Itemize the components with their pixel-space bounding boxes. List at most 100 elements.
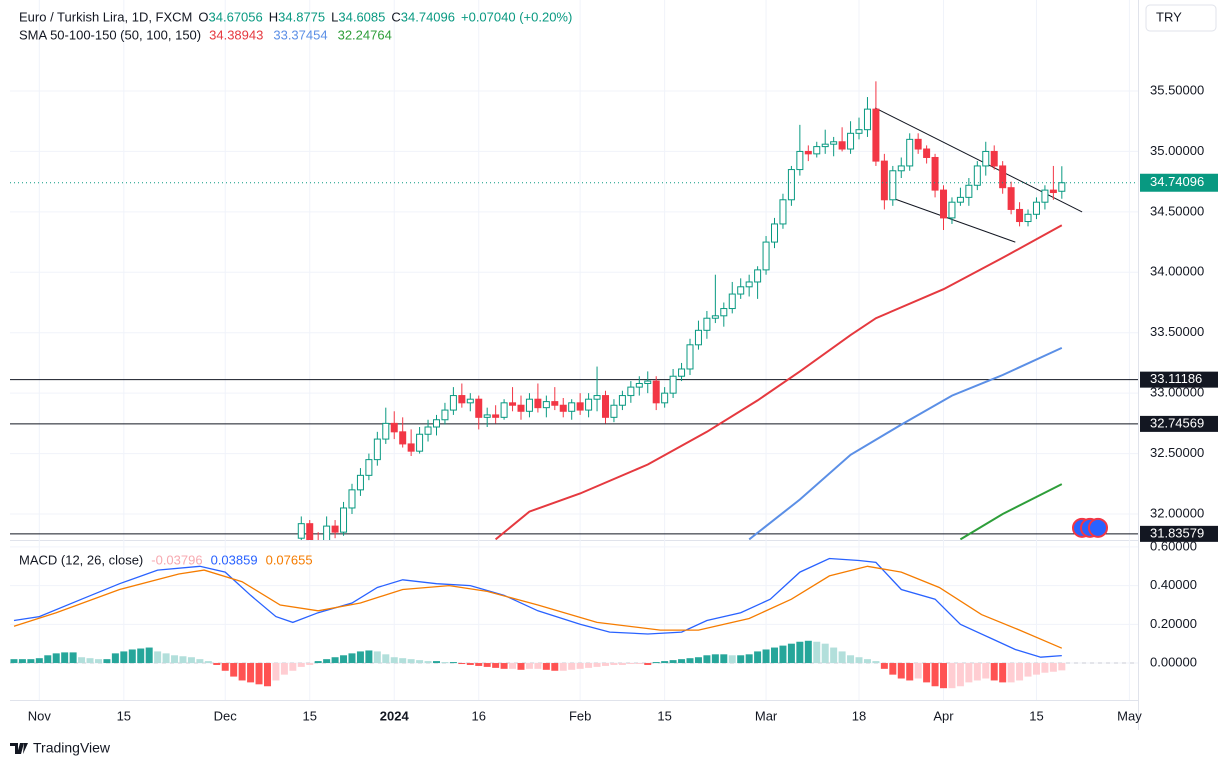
x-tick-label: 15	[303, 708, 317, 723]
histogram-bar	[247, 663, 255, 683]
level-label: 31.83579	[1150, 525, 1204, 540]
candle-body	[492, 414, 500, 418]
candle-body	[804, 150, 812, 155]
candle-body	[779, 199, 787, 225]
currency[interactable]: TRY	[1156, 9, 1182, 24]
candle-body	[1016, 208, 1024, 223]
candle-body	[678, 368, 686, 377]
candle-body	[542, 401, 550, 409]
candle-body	[999, 165, 1007, 189]
x-tick-label: Apr	[933, 708, 954, 723]
histogram-bar	[534, 663, 542, 669]
candle-body	[711, 315, 719, 319]
histogram-bar	[1016, 663, 1024, 681]
x-tick-label: 2024	[380, 708, 410, 723]
candle-body	[576, 402, 584, 411]
histogram-bar	[923, 663, 931, 683]
histogram-bar	[694, 657, 702, 664]
histogram-bar	[483, 663, 491, 667]
histogram-bar	[973, 663, 981, 681]
histogram-bar	[990, 663, 998, 681]
candle-body	[720, 308, 728, 317]
candle-body	[762, 241, 770, 271]
candle-body	[525, 398, 533, 412]
candle-body	[1058, 182, 1066, 192]
legend-text: L	[331, 9, 338, 24]
histogram-bar	[745, 654, 753, 664]
y-tick-label: 0.40000	[1150, 577, 1197, 592]
sma-line	[748, 346, 1063, 540]
tradingview-logo: TradingView	[10, 740, 111, 756]
candle-body	[745, 281, 753, 288]
currency-button[interactable]	[1145, 4, 1217, 32]
histogram-bar	[154, 651, 162, 664]
histogram-bar	[424, 661, 432, 664]
histogram-bar	[331, 657, 339, 664]
legend-text: 34.67056	[209, 9, 263, 24]
histogram-bar	[365, 650, 373, 664]
x-tick-label: Dec	[214, 708, 238, 723]
histogram-bar	[348, 653, 356, 664]
histogram-bar	[204, 661, 212, 664]
candle-body	[830, 141, 838, 145]
last-price-label: 34.74096	[1150, 174, 1204, 189]
y-tick-label: 34.50000	[1150, 203, 1204, 218]
histogram-bar	[458, 663, 466, 665]
legend-text: 34.6085	[338, 9, 385, 24]
histogram-bar	[813, 641, 821, 664]
y-tick-label: 33.00000	[1150, 385, 1204, 400]
histogram-bar	[390, 657, 398, 664]
histogram-bar	[44, 655, 52, 664]
histogram-bar	[779, 645, 787, 664]
histogram-bar	[280, 663, 288, 675]
histogram-bar	[289, 663, 297, 671]
histogram-bar	[914, 663, 922, 679]
x-tick-label: Nov	[28, 708, 52, 723]
histogram-bar	[576, 663, 584, 669]
histogram-bar	[559, 663, 567, 671]
histogram-bar	[356, 651, 364, 664]
level-label-bg	[1140, 371, 1218, 388]
histogram-bar	[880, 663, 888, 669]
candle-body	[551, 401, 559, 406]
histogram-bar	[230, 663, 238, 677]
legend-text: 34.74096	[401, 9, 455, 24]
candle-body	[517, 404, 525, 412]
histogram-bar	[771, 647, 779, 664]
histogram-bar	[627, 663, 635, 665]
candle-body	[356, 474, 364, 491]
candle-body	[399, 431, 407, 445]
logo-icon	[10, 743, 28, 754]
histogram-bar	[601, 663, 609, 666]
histogram-bar	[382, 654, 390, 664]
candle-body	[880, 160, 888, 201]
histogram-bar	[830, 647, 838, 664]
histogram-bar	[475, 663, 483, 666]
candle-body	[923, 148, 931, 158]
macd-line	[13, 557, 1062, 658]
candle-body	[973, 165, 981, 186]
histogram-bar	[686, 658, 694, 664]
histogram-bar	[897, 663, 905, 679]
histogram-bar	[492, 663, 500, 668]
candle-body	[796, 150, 804, 171]
histogram-bar	[255, 663, 263, 685]
candle-body	[872, 108, 880, 162]
candle-body	[534, 398, 542, 409]
histogram-bar	[500, 663, 508, 669]
x-tick-label: 15	[1029, 708, 1043, 723]
histogram-bar	[466, 663, 474, 665]
histogram-bar	[847, 655, 855, 664]
candle-body	[855, 129, 863, 134]
legend: Euro / Turkish Lira, 1D, FXCM O 34.67056 H 3…	[19, 9, 572, 567]
candle-body	[331, 525, 339, 533]
macd-pane	[10, 557, 1138, 689]
candle-body	[1041, 189, 1049, 203]
histogram-bar	[678, 659, 686, 664]
histogram-bar	[635, 663, 643, 665]
histogram-bar	[416, 660, 424, 664]
histogram-bar	[872, 661, 880, 664]
histogram-bar	[956, 663, 964, 687]
histogram-bar	[1058, 663, 1066, 671]
